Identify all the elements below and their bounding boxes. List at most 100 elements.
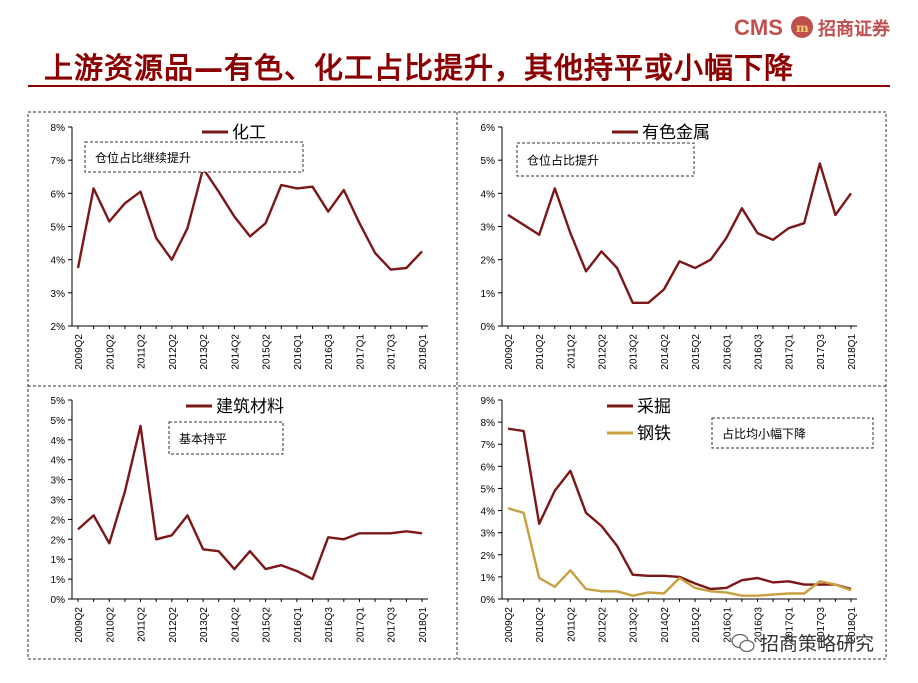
y-tick-label: 7% [481,440,496,451]
annotation-box [84,141,304,173]
y-tick-label: 7% [51,156,66,167]
y-tick-label: 3% [481,223,496,234]
x-tick-label: 2017Q3 [387,334,398,370]
x-tick-label: 2016Q3 [324,607,335,643]
x-tick-label: 2017Q1 [355,607,366,643]
x-tick-label: 2014Q2 [660,607,671,643]
y-tick-label: 5% [51,396,66,407]
series-line-1 [507,162,852,304]
x-tick-label: 2009Q2 [74,607,85,643]
x-tick-label: 2016Q1 [293,607,304,643]
x-tick-label: 2012Q2 [598,607,609,643]
annotation-text: 占比均小幅下降 [722,426,806,441]
x-tick-label: 2011Q2 [566,607,577,642]
x-tick-label: 2018Q1 [847,607,858,643]
brand-emblem-glyph: m [796,21,809,35]
y-tick-label: 1% [51,555,66,566]
x-tick-label: 2016Q3 [324,334,335,370]
y-tick-label: 5% [481,156,496,167]
series-line-1 [77,424,423,581]
y-tick-label: 5% [51,416,66,427]
x-tick-label: 2017Q1 [785,607,796,643]
y-tick-label: 4% [51,256,66,267]
wechat-icon [731,633,755,653]
y-tick-label: 4% [51,436,66,447]
y-tick-label: 5% [51,223,66,234]
y-tick-label: 3% [51,289,66,300]
annotation-box [711,417,874,449]
y-tick-label: 8% [51,123,66,134]
x-tick-label: 2017Q1 [785,334,796,370]
x-tick-label: 2015Q2 [262,607,273,643]
y-tick-label: 6% [481,123,496,134]
x-tick-label: 2015Q2 [262,334,273,370]
x-tick-label: 2013Q2 [629,607,640,643]
annotation-text: 仓位占比提升 [527,153,599,168]
y-tick-label: 3% [51,476,66,487]
chart-panel-1: 2% 3% 4% 5% 6% 7% 8% 2009Q2 2010Q2 2011Q2 2012Q2 20… [51,123,429,370]
legend-label: 化工 [232,123,266,143]
x-tick-label: 2010Q2 [105,607,116,643]
x-tick-label: 2011Q2 [566,334,577,369]
x-tick-label: 2010Q2 [535,607,546,643]
y-tick-label: 1% [51,575,66,586]
chart-panel-4: 0% 1% 2% 3% 4% 5% 6% 7% 8% 9% 2009Q2 2010Q2 2011Q2 20… [481,396,874,643]
x-tick-label: 2013Q2 [199,607,210,643]
x-tick-label: 2018Q1 [418,607,429,643]
annotation-box [168,421,284,455]
watermark-text: 招商策略研究 [760,633,874,655]
x-tick-label: 2014Q2 [660,334,671,370]
x-tick-label: 2016Q3 [753,607,764,643]
x-tick-label: 2016Q3 [753,334,764,370]
y-tick-label: 1% [481,289,496,300]
y-tick-label: 3% [481,529,496,540]
x-tick-label: 2010Q2 [105,334,116,370]
x-tick-label: 2015Q2 [691,334,702,370]
legend-label: 钢铁 [637,424,671,444]
y-tick-label: 4% [481,189,496,200]
y-tick-label: 5% [481,484,496,495]
series-line-1 [76,167,423,271]
y-tick-label: 8% [481,418,496,429]
brand-emblem-icon [791,16,813,38]
y-tick-label: 6% [51,189,66,200]
y-tick-label: 2% [481,256,496,267]
annotation-text: 仓位占比继续提升 [95,150,191,165]
x-tick-label: 2016Q1 [722,334,733,370]
series-line-1 [507,427,852,591]
y-tick-label: 0% [51,595,66,606]
y-tick-label: 2% [51,535,66,546]
y-tick-label: 2% [51,322,66,333]
x-tick-label: 2017Q3 [816,334,827,370]
wechat-watermark: 招商策略研究 [731,633,874,655]
y-tick-label: 2% [51,515,66,526]
x-tick-label: 2014Q2 [230,607,241,643]
y-tick-label: 0% [481,322,496,333]
chart-panel-3: 0% 1% 1% 2% 2% 3% 3% 4% 4% 5% 5% 2009Q2 2010Q2 2011Q2… [51,396,429,643]
x-tick-label: 2012Q2 [598,334,609,370]
x-tick-label: 2013Q2 [199,334,210,370]
legend-label: 有色金属 [642,123,710,143]
y-tick-label: 4% [481,507,496,518]
y-tick-label: 3% [51,496,66,507]
x-tick-label: 2010Q2 [535,334,546,370]
y-tick-label: 9% [481,396,496,407]
x-tick-label: 2011Q2 [137,607,148,642]
x-tick-label: 2009Q2 [74,334,85,370]
x-tick-label: 2013Q2 [629,334,640,370]
brand-logo-cn: 招商证券 [818,18,891,40]
x-tick-label: 2016Q1 [293,334,304,370]
y-tick-label: 1% [481,573,496,584]
title-divider [28,85,890,87]
annotation-text: 基本持平 [179,431,227,446]
x-tick-label: 2012Q2 [168,607,179,643]
legend-label: 采掘 [637,397,671,417]
brand-logo-en: CMS [734,15,783,40]
annotation-box [516,142,695,177]
y-tick-label: 6% [481,462,496,473]
x-tick-label: 2014Q2 [230,334,241,370]
x-tick-label: 2018Q1 [418,334,429,370]
series-line-2 [507,507,852,597]
page-title: 上游资源品—有色、化工占比提升，其他持平或小幅下降 [44,51,795,85]
